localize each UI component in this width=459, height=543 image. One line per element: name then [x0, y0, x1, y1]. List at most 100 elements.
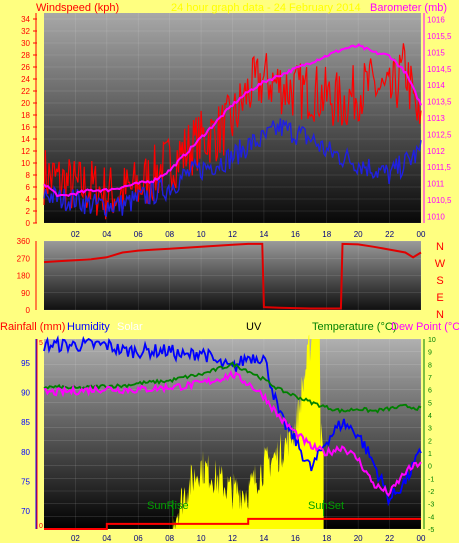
wind-x-tick: 22	[385, 230, 394, 239]
temp-x-tick: 12	[228, 534, 237, 543]
axis-labels: 024681012141618202224262830323410101010,…	[17, 13, 452, 543]
temp-y-tick: 7	[428, 375, 432, 382]
baro-y-tick: 1012	[427, 147, 445, 156]
wind-y-tick: 18	[21, 111, 30, 120]
dir-y-tick: 90	[21, 289, 30, 298]
wind-x-tick: 10	[197, 230, 206, 239]
wind-y-tick: 2	[26, 207, 31, 216]
baro-y-tick: 1015	[427, 48, 445, 57]
temp-y-tick: 5	[428, 400, 432, 407]
wind-title: Windspeed (kph)	[36, 2, 119, 14]
wind-x-tick: 06	[134, 230, 143, 239]
dir-y-tick: 360	[17, 237, 31, 246]
temp-y-tick: 3	[428, 426, 432, 433]
humidity-y-tick: 85	[21, 418, 30, 427]
chart-title: 24 hour graph data - 24 February 2014	[171, 2, 361, 14]
humidity-y-tick: 90	[21, 388, 30, 397]
barometer-title: Barometer (mb)	[370, 2, 447, 14]
temp-y-tick: 0	[428, 464, 432, 471]
compass-label: N	[436, 241, 444, 253]
baro-y-tick: 1013,5	[427, 98, 452, 107]
temp-x-tick: 10	[197, 534, 206, 543]
temp-x-tick: 18	[322, 534, 331, 543]
wind-x-tick: 14	[259, 230, 268, 239]
solar-area	[172, 334, 324, 529]
humidity-line	[43, 335, 422, 507]
humidity-y-tick: 70	[21, 507, 30, 516]
temp-y-tick: 4	[428, 413, 432, 420]
dewpoint-title: Dew Point (°C)	[391, 321, 459, 333]
temp-x-tick: 06	[134, 534, 143, 543]
baro-y-tick: 1010,5	[427, 196, 452, 205]
wind-x-tick: 18	[322, 230, 331, 239]
avg-line	[43, 118, 422, 218]
wind-y-tick: 8	[26, 171, 31, 180]
wind-x-tick: 16	[291, 230, 300, 239]
baro-y-tick: 1015,5	[427, 32, 452, 41]
temp-series	[43, 334, 422, 530]
wind-y-tick: 26	[21, 63, 30, 72]
uv-title: UV	[246, 321, 262, 333]
wind-x-tick: 02	[71, 230, 80, 239]
baro-y-tick: 1011	[427, 180, 445, 189]
temp-y-tick: 6	[428, 388, 432, 395]
temp-x-tick: 22	[385, 534, 394, 543]
temp-y-tick: -4	[428, 514, 434, 521]
direction-line	[43, 242, 422, 310]
sunset-label: SunSet	[308, 500, 344, 512]
wind-y-tick: 20	[21, 99, 30, 108]
sunrise-label: SunRise	[147, 500, 189, 512]
temp-y-tick: 1	[428, 451, 432, 458]
rainfall-title: Rainfall (mm)	[0, 321, 65, 333]
temp-x-tick: 04	[102, 534, 111, 543]
rainfall-line	[44, 517, 421, 530]
wind-y-tick: 16	[21, 123, 30, 132]
wind-y-tick: 28	[21, 51, 30, 60]
dir-y-tick: 0	[26, 306, 31, 315]
wind-y-tick: 32	[21, 27, 30, 36]
dir-y-tick: 270	[17, 254, 31, 263]
compass-label: S	[436, 275, 443, 287]
temp-y-tick: -3	[428, 502, 434, 509]
temp-x-tick: 02	[71, 534, 80, 543]
wind-y-tick: 22	[21, 87, 30, 96]
wind-x-tick: 12	[228, 230, 237, 239]
wind-y-tick: 12	[21, 147, 30, 156]
rain-y-tick: 5	[39, 340, 43, 347]
wind-y-tick: 14	[21, 135, 30, 144]
direction-plot-area	[44, 241, 421, 310]
temp-x-tick: 00	[417, 534, 426, 543]
rain-y-tick: 0	[39, 523, 43, 530]
dir-y-tick: 180	[17, 272, 31, 281]
compass-label: W	[435, 258, 446, 270]
baro-y-tick: 1016	[427, 16, 445, 25]
direction-series	[43, 242, 422, 310]
temp-y-tick: -5	[428, 527, 434, 534]
baro-y-tick: 1014,5	[427, 65, 452, 74]
wind-y-tick: 30	[21, 39, 30, 48]
temp-y-tick: 9	[428, 350, 432, 357]
temp-x-tick: 14	[259, 534, 268, 543]
baro-y-tick: 1014	[427, 81, 445, 90]
wind-y-tick: 10	[21, 159, 30, 168]
wind-x-tick: 08	[165, 230, 174, 239]
solar-title: Solar	[117, 321, 143, 333]
temp-x-tick: 08	[165, 534, 174, 543]
baro-y-tick: 1012,5	[427, 130, 452, 139]
compass-label: E	[436, 292, 443, 304]
barometer-line	[43, 43, 422, 198]
baro-y-tick: 1013	[427, 114, 445, 123]
wind-grid	[44, 13, 422, 224]
wind-y-tick: 24	[21, 75, 30, 84]
wind-y-tick: 34	[21, 15, 30, 24]
wind-series	[43, 43, 422, 220]
wind-y-tick: 0	[26, 219, 31, 228]
temp-y-tick: 10	[428, 337, 436, 344]
baro-y-tick: 1011,5	[427, 163, 451, 172]
temperature-title: Temperature (°C)	[312, 321, 396, 333]
temp-plot-area	[44, 339, 421, 529]
wind-y-tick: 4	[26, 195, 31, 204]
humidity-y-tick: 80	[21, 448, 30, 457]
